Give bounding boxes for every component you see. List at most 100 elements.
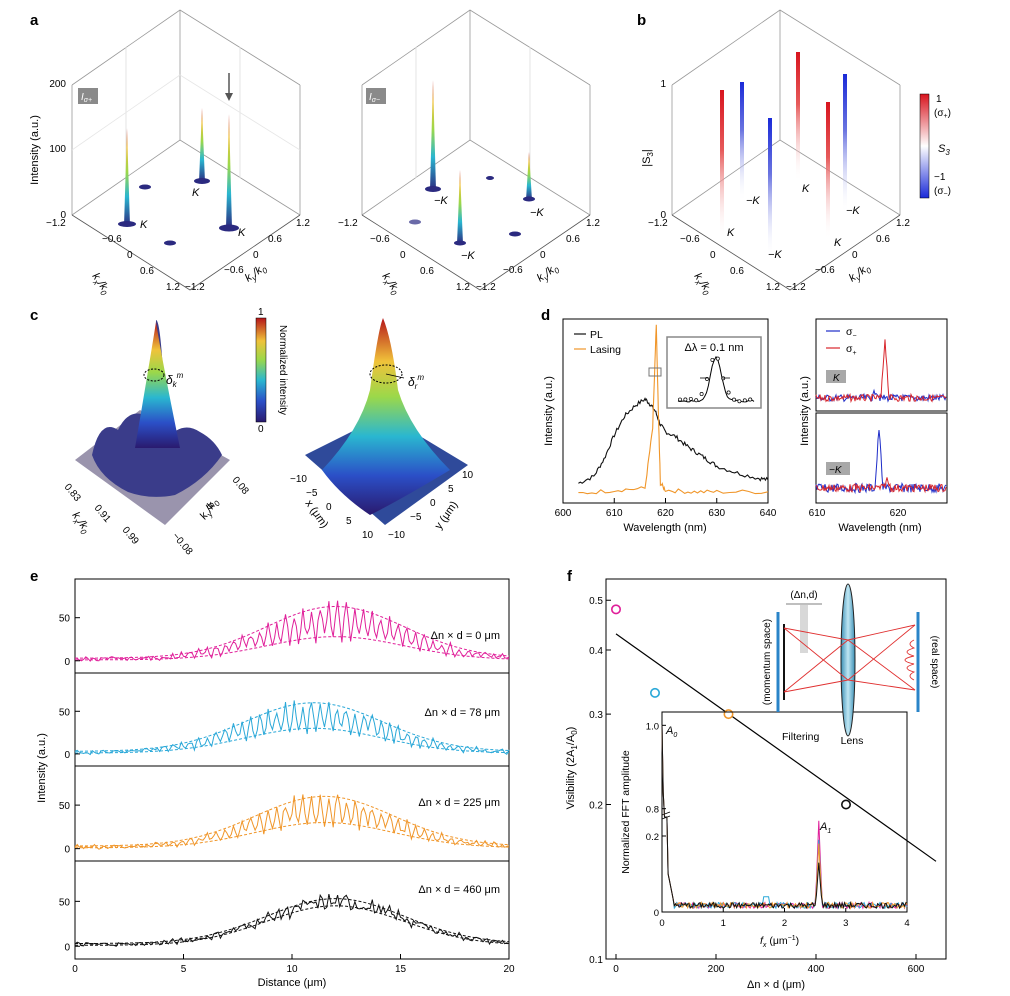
- panel-f-xtick-label: 0: [613, 964, 619, 975]
- panel-d-xtick-label: 620: [657, 508, 674, 519]
- panel-a-z-label: Intensity (a.u.): [29, 115, 41, 185]
- panel-d-inset-point: [694, 398, 699, 403]
- panel-d-inset-label: Δλ = 0.1 nm: [684, 342, 743, 354]
- panel-a-z-tick-1: 100: [49, 144, 66, 155]
- panel-d-right-bottom-frame: [815, 412, 948, 504]
- panel-a-right-box: [361, 9, 591, 291]
- panel-c-colorbar-bottom: 0: [258, 424, 264, 435]
- svg-text:10: 10: [362, 530, 374, 541]
- svg-text:−0.6: −0.6: [102, 234, 122, 245]
- panel-e-signal-2: [74, 794, 510, 850]
- panel-b-z-tick-1: 1: [660, 79, 666, 90]
- panel-c-colorbar-label: Normalized intensity: [277, 325, 288, 415]
- svg-text:−5: −5: [410, 512, 422, 523]
- panel-e-envelope-lower-0: [75, 636, 509, 661]
- panel-d-right-xlabel: Wavelength (nm): [838, 522, 921, 534]
- svg-text:−K: −K: [768, 249, 782, 261]
- panel-f-inset-ytick-label: 1.0: [646, 721, 659, 732]
- panel-c-left-delta-ellipse: [143, 368, 165, 382]
- svg-text:−10: −10: [290, 474, 307, 485]
- panel-d-right-ylabel: Intensity (a.u.): [799, 376, 811, 446]
- svg-text:0.91: 0.91: [92, 503, 113, 525]
- panel-f-frame: [605, 578, 947, 960]
- panel-a-left-valley-1: K: [140, 219, 148, 231]
- panel-b-colorbar-bottom: −1: [934, 172, 946, 183]
- panel-f-inset-fft-2: [661, 725, 908, 910]
- panel-a-right-peaks: [409, 80, 535, 246]
- panel-d-legend-pl: PL: [590, 329, 603, 341]
- panel-e-xtick-label: 10: [286, 964, 298, 975]
- panel-f-main-plot: [610, 604, 937, 862]
- panel-d-xtick-label: 610: [606, 508, 623, 519]
- panel-b-kx-ticks: −1.2 −0.6 0 0.6 1.2: [648, 218, 780, 293]
- panel-b-ky-label: ky/k0: [847, 261, 874, 286]
- panel-d-right-top-badge-bg: [826, 370, 846, 383]
- svg-text:0: 0: [127, 250, 133, 261]
- svg-text:−0.6: −0.6: [370, 234, 390, 245]
- panel-e-envelope-upper-0: [74, 606, 510, 659]
- panel-f-point-3: [840, 799, 851, 810]
- svg-text:0.6: 0.6: [268, 234, 282, 245]
- svg-text:−0.6: −0.6: [815, 265, 835, 276]
- svg-text:0: 0: [204, 501, 216, 513]
- panel-a-left-badge-bg: [78, 88, 98, 104]
- panel-d-inset-point: [732, 397, 736, 402]
- panel-f-ytick-label: 0.5: [589, 596, 603, 607]
- panel-f-inset-ytick-label: 0.8: [646, 805, 659, 816]
- svg-text:5: 5: [448, 484, 454, 495]
- panel-a-left-ky-ticks: −1.2 −0.6 0 0.6 1.2: [185, 218, 310, 293]
- panel-e-ytick-label: 50: [59, 897, 71, 908]
- panel-a-z-tick-0: 0: [60, 210, 66, 221]
- panel-d-right-legend-plus: σ+: [846, 343, 857, 357]
- panel-d-xtick-label: 600: [555, 508, 572, 519]
- panel-a-right-ky-ticks: −1.2 −0.6 0 0.6 1.2: [476, 218, 600, 293]
- panel-d-series-1: [578, 324, 769, 495]
- panel-d-right-bottom-sigma-minus: [815, 430, 947, 495]
- svg-text:0.6: 0.6: [140, 266, 154, 277]
- svg-text:0: 0: [852, 250, 858, 261]
- panel-e-ytick-label: 0: [64, 657, 70, 668]
- panel-f-xticks: 0 200 400 600: [613, 954, 925, 975]
- svg-text:0: 0: [710, 250, 716, 261]
- panel-a: Iσ+ Iσ− Intensity (a.u.) 0 100 200 K K K…: [29, 9, 600, 298]
- svg-text:0: 0: [430, 498, 436, 509]
- svg-text:−10: −10: [388, 530, 405, 541]
- panel-letter-e: e: [30, 568, 39, 585]
- panel-a-z-tick-2: 200: [49, 79, 66, 90]
- panel-d-main-plot: [578, 324, 769, 495]
- panel-e-signal-0: [74, 600, 510, 662]
- svg-text:−0.6: −0.6: [503, 265, 523, 276]
- panel-d-series-0: [578, 397, 769, 484]
- svg-text:−1.2: −1.2: [185, 282, 205, 293]
- panel-e-ytick-label: 50: [59, 707, 71, 718]
- panel-d-right-xtick-0: 610: [809, 508, 826, 519]
- panel-d-right-plots: [815, 339, 947, 495]
- panel-a-right-valley-2: −K: [530, 207, 544, 219]
- panel-letter-c: c: [30, 307, 39, 324]
- panel-a-right-kx-ticks: −1.2 −0.6 0 0.6 1.2: [338, 218, 470, 293]
- panel-d-inset-point: [748, 397, 753, 402]
- panel-f-inset-fft-1: [661, 725, 908, 910]
- panel-e-row-label-3: Δn × d = 460 μm: [418, 884, 500, 896]
- panel-e-xtick-label: 15: [395, 964, 407, 975]
- panel-f-inset-xtick-label: 2: [782, 918, 787, 929]
- panel-f-A1: A1: [819, 821, 831, 835]
- panel-d-right-top-sigma-plus: [815, 339, 947, 404]
- svg-text:−1.2: −1.2: [648, 218, 668, 229]
- schematic-filtering: Filtering: [782, 731, 820, 743]
- panel-f-inset-ylabel: Normalized FFT amplitude: [620, 750, 632, 874]
- panel-f-inset-xtick-label: 1: [721, 918, 726, 929]
- panel-e-envelope-lower-2: [75, 822, 510, 849]
- svg-text:−1.2: −1.2: [46, 218, 66, 229]
- panel-b-z-tick-0: 0: [660, 210, 666, 221]
- panel-f-fit-line: [615, 633, 937, 862]
- panel-f-ytick-label: 0.1: [589, 955, 603, 966]
- panel-d-inset-point: [737, 399, 742, 404]
- panel-f-inset-xtick-label: 4: [904, 918, 909, 929]
- panel-b-z-label: |S3|: [641, 149, 655, 167]
- svg-text:0.08: 0.08: [230, 475, 251, 497]
- panel-c-right-y-ticks: 10 5 0 −5 −10: [388, 470, 474, 541]
- panel-d-right-xtick-1: 620: [890, 508, 907, 519]
- panel-b-valley-labels: K −K K −K −K K: [727, 183, 860, 261]
